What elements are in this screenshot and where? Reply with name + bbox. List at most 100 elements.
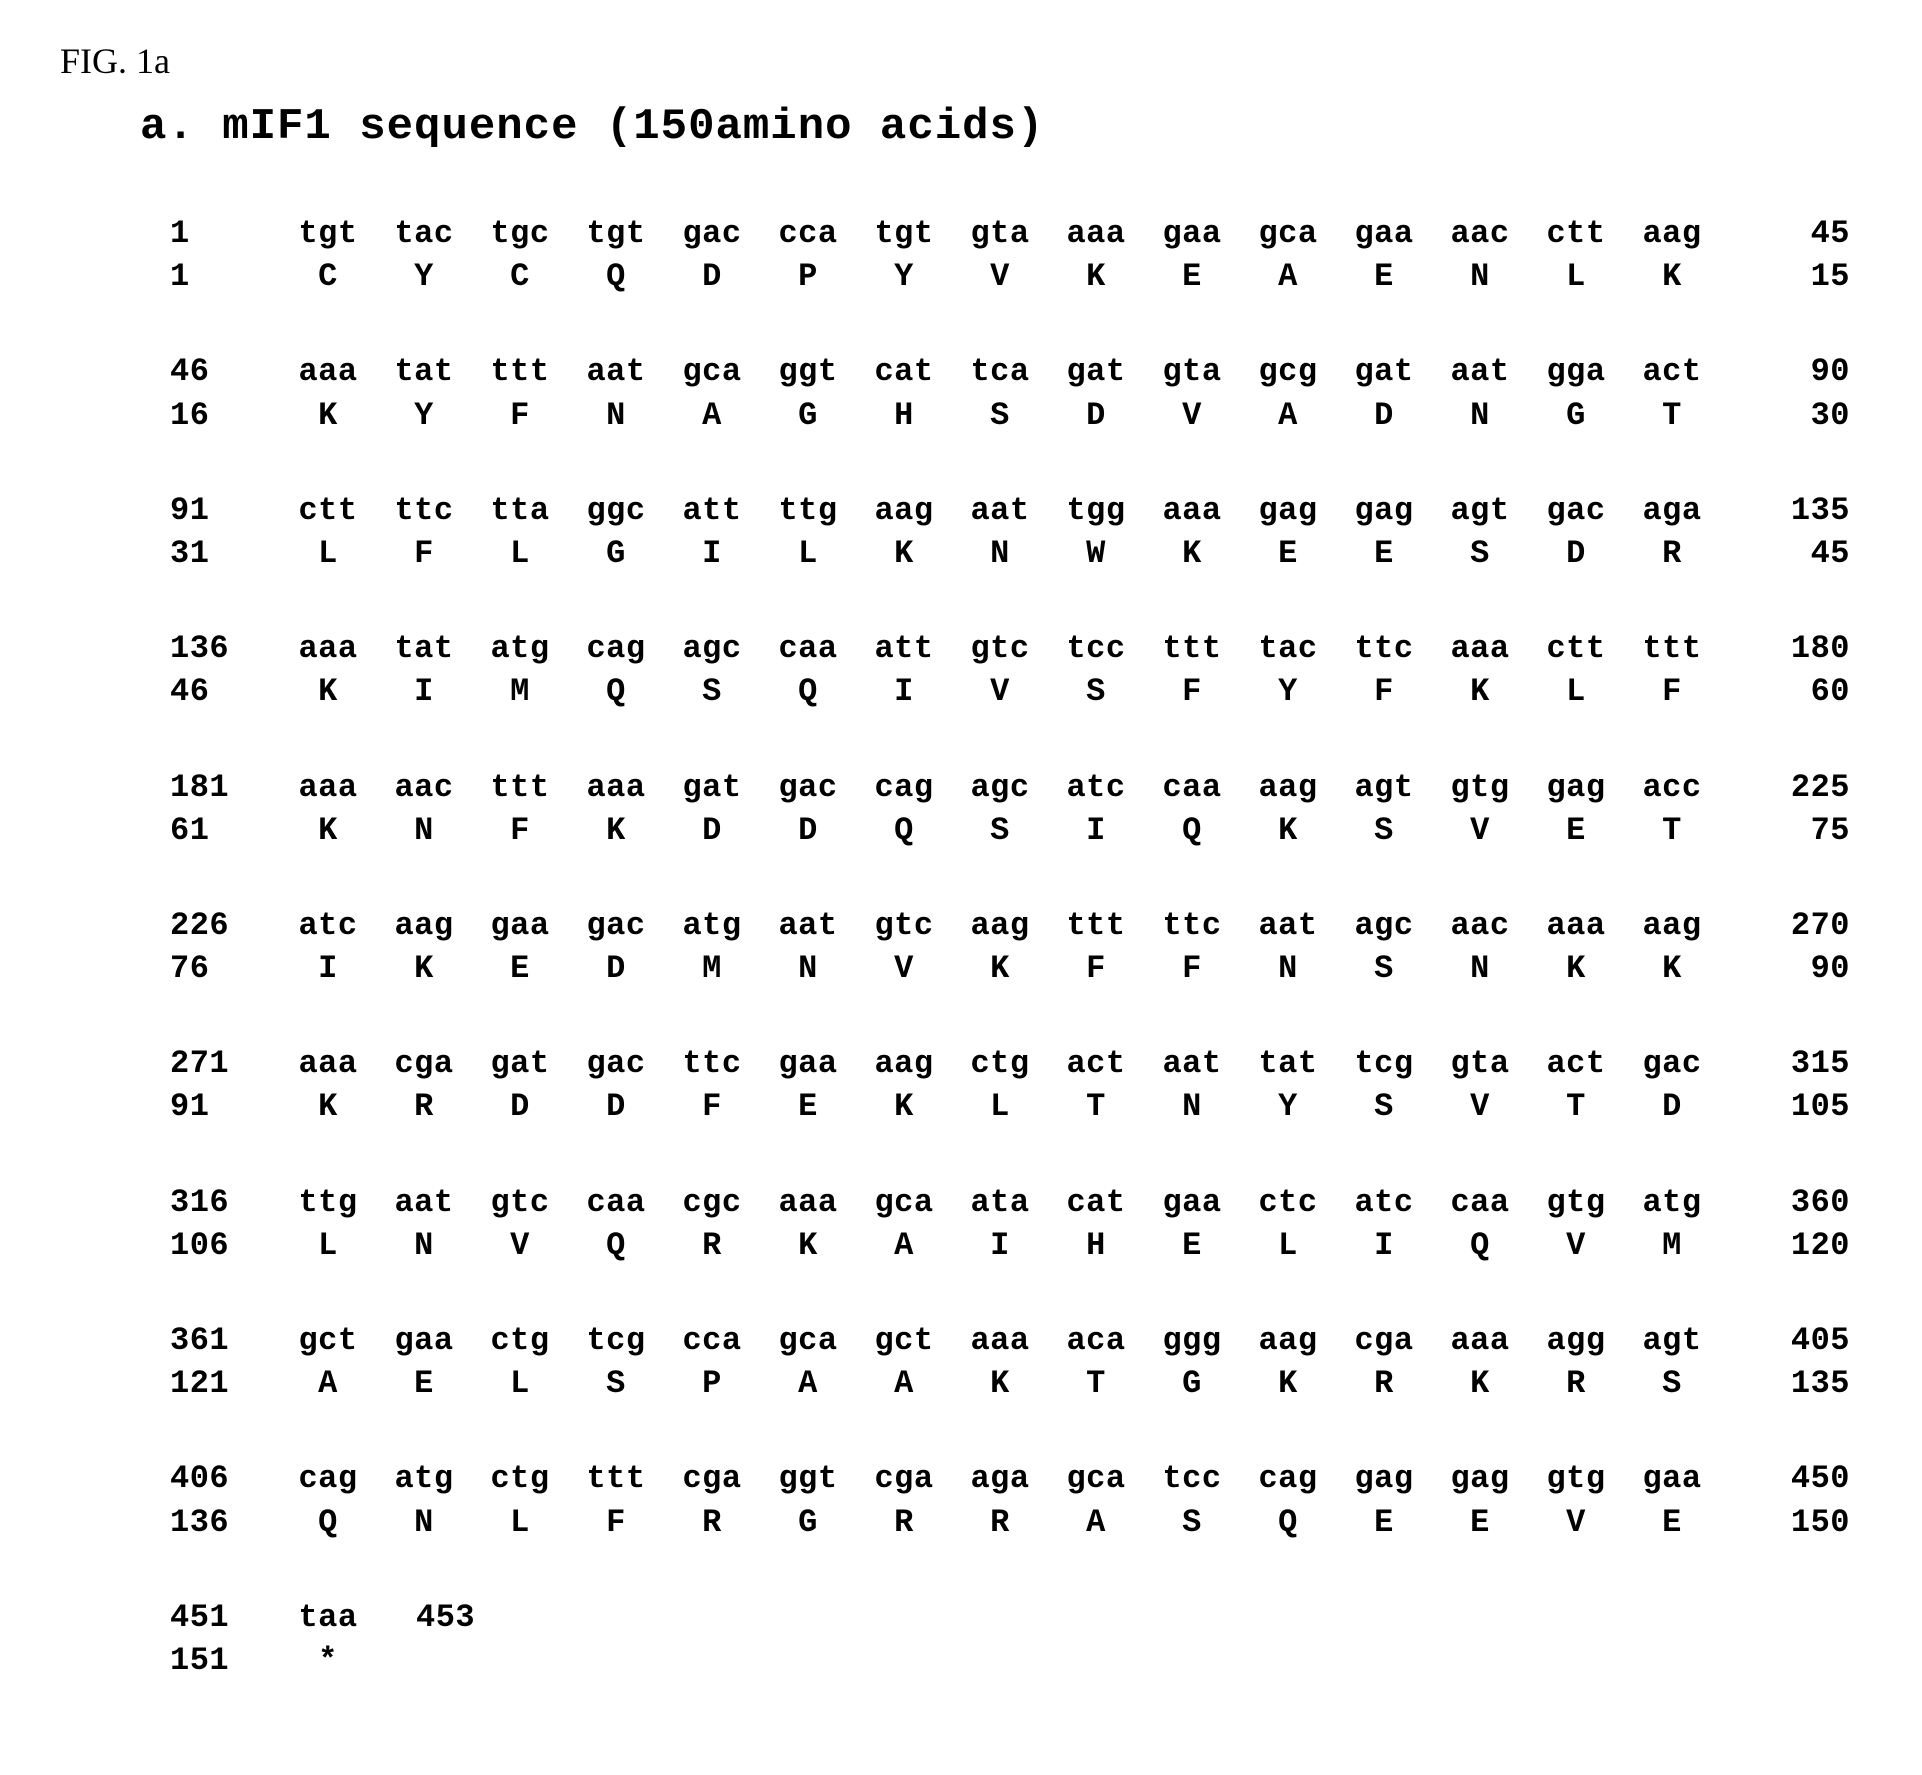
codon: aca xyxy=(1048,1319,1144,1362)
codon: act xyxy=(1528,1042,1624,1085)
amino-acid: V xyxy=(472,1224,568,1267)
codon-row: 181aaaaactttaaagatgaccagagcatccaaaagagtg… xyxy=(170,766,1862,809)
codon: aat xyxy=(568,350,664,393)
amino-acid: H xyxy=(856,394,952,437)
codon: cag xyxy=(280,1457,376,1500)
amino-acid: N xyxy=(952,532,1048,575)
amino-acid: R xyxy=(856,1501,952,1544)
amino-acid: K xyxy=(952,947,1048,990)
aa-end: 45 xyxy=(1720,532,1850,575)
codon: cga xyxy=(856,1457,952,1500)
aa-end: 120 xyxy=(1720,1224,1850,1267)
amino-acid: L xyxy=(760,532,856,575)
amino-acid: N xyxy=(376,809,472,852)
amino-acid: F xyxy=(1144,670,1240,713)
nuc-end: 270 xyxy=(1720,904,1850,947)
amino-acid: N xyxy=(376,1501,472,1544)
amino-acid: A xyxy=(664,394,760,437)
codon: gaa xyxy=(1144,1181,1240,1224)
nuc-end: 450 xyxy=(1720,1457,1850,1500)
amino-acid: G xyxy=(1144,1362,1240,1405)
codon-row: 361gctgaactgtcgccagcagctaaaacagggaagcgaa… xyxy=(170,1319,1862,1362)
amino-acid: P xyxy=(664,1362,760,1405)
codon: cca xyxy=(760,212,856,255)
amino-acid: E xyxy=(760,1085,856,1128)
amino-acid: K xyxy=(280,1085,376,1128)
aa-row: 46KIMQSQIVSFYFKLF60 xyxy=(170,670,1862,713)
amino-acid: R xyxy=(1336,1362,1432,1405)
nuc-end: 135 xyxy=(1720,489,1850,532)
nuc-end: 405 xyxy=(1720,1319,1850,1362)
amino-acid: D xyxy=(1048,394,1144,437)
amino-acid: T xyxy=(1528,1085,1624,1128)
codon: gtg xyxy=(1528,1457,1624,1500)
codon: cga xyxy=(1336,1319,1432,1362)
codon: gta xyxy=(1432,1042,1528,1085)
amino-acid: T xyxy=(1624,809,1720,852)
codon: aag xyxy=(1240,766,1336,809)
amino-acid: Y xyxy=(1240,670,1336,713)
codon: agc xyxy=(664,627,760,670)
codon: caa xyxy=(568,1181,664,1224)
codon-row: 226atcaaggaagacatgaatgtcaagtttttcaatagca… xyxy=(170,904,1862,947)
codon: aag xyxy=(856,1042,952,1085)
codon: ctc xyxy=(1240,1181,1336,1224)
sequence-block: 46aaatattttaatgcaggtcattcagatgtagcggataa… xyxy=(170,350,1862,436)
amino-acid: D xyxy=(664,255,760,298)
amino-acid: R xyxy=(1624,532,1720,575)
amino-acid: M xyxy=(1624,1224,1720,1267)
sequence-block: 406cagatgctgtttcgaggtcgaagagcatcccaggagg… xyxy=(170,1457,1862,1543)
codon: aat xyxy=(952,489,1048,532)
aa-end: 150 xyxy=(1720,1501,1850,1544)
amino-acid: P xyxy=(760,255,856,298)
amino-acid: S xyxy=(1336,809,1432,852)
nuc-end: 225 xyxy=(1720,766,1850,809)
amino-acid: G xyxy=(1528,394,1624,437)
codon: gga xyxy=(1528,350,1624,393)
codon: aag xyxy=(1624,212,1720,255)
codon: gag xyxy=(1336,1457,1432,1500)
codon: aaa xyxy=(1432,627,1528,670)
codon: aaa xyxy=(280,1042,376,1085)
amino-acid: K xyxy=(1240,1362,1336,1405)
codon: att xyxy=(856,627,952,670)
amino-acid: E xyxy=(1144,255,1240,298)
amino-acid: E xyxy=(1240,532,1336,575)
amino-acid: S xyxy=(952,394,1048,437)
codon: gaa xyxy=(376,1319,472,1362)
aa-row: 16KYFNAGHSDVADNGT30 xyxy=(170,394,1862,437)
nuc-start: 181 xyxy=(170,766,280,809)
codon: aaa xyxy=(1144,489,1240,532)
codon: caa xyxy=(760,627,856,670)
aa-row: 61KNFKDDQSIQKSVET75 xyxy=(170,809,1862,852)
amino-acid: N xyxy=(1432,394,1528,437)
amino-acid: S xyxy=(1336,1085,1432,1128)
amino-acid: N xyxy=(376,1224,472,1267)
amino-acid: L xyxy=(1528,670,1624,713)
amino-acid: K xyxy=(1432,670,1528,713)
aa-start: 46 xyxy=(170,670,280,713)
sequence-block: 91cttttcttaggcattttgaagaattggaaagaggagag… xyxy=(170,489,1862,575)
amino-acid: E xyxy=(1336,1501,1432,1544)
codon: caa xyxy=(1432,1181,1528,1224)
codon: gtg xyxy=(1528,1181,1624,1224)
codon: ttt xyxy=(472,350,568,393)
amino-acid: I xyxy=(952,1224,1048,1267)
codon: cga xyxy=(376,1042,472,1085)
codon: ttc xyxy=(1336,627,1432,670)
amino-acid: D xyxy=(1528,532,1624,575)
nuc-start: 316 xyxy=(170,1181,280,1224)
aa-start: 31 xyxy=(170,532,280,575)
aa-row: 31LFLGILKNWKEESDR45 xyxy=(170,532,1862,575)
codon-row: 406cagatgctgtttcgaggtcgaagagcatcccaggagg… xyxy=(170,1457,1862,1500)
codon: ttt xyxy=(1624,627,1720,670)
codon: aaa xyxy=(1048,212,1144,255)
amino-acid: G xyxy=(760,1501,856,1544)
codon: cga xyxy=(664,1457,760,1500)
codon: act xyxy=(1048,1042,1144,1085)
sequence-block: 226atcaaggaagacatgaatgtcaagtttttcaatagca… xyxy=(170,904,1862,990)
codon: gac xyxy=(568,904,664,947)
amino-acid: E xyxy=(1624,1501,1720,1544)
codon: gac xyxy=(760,766,856,809)
codon: ctg xyxy=(952,1042,1048,1085)
